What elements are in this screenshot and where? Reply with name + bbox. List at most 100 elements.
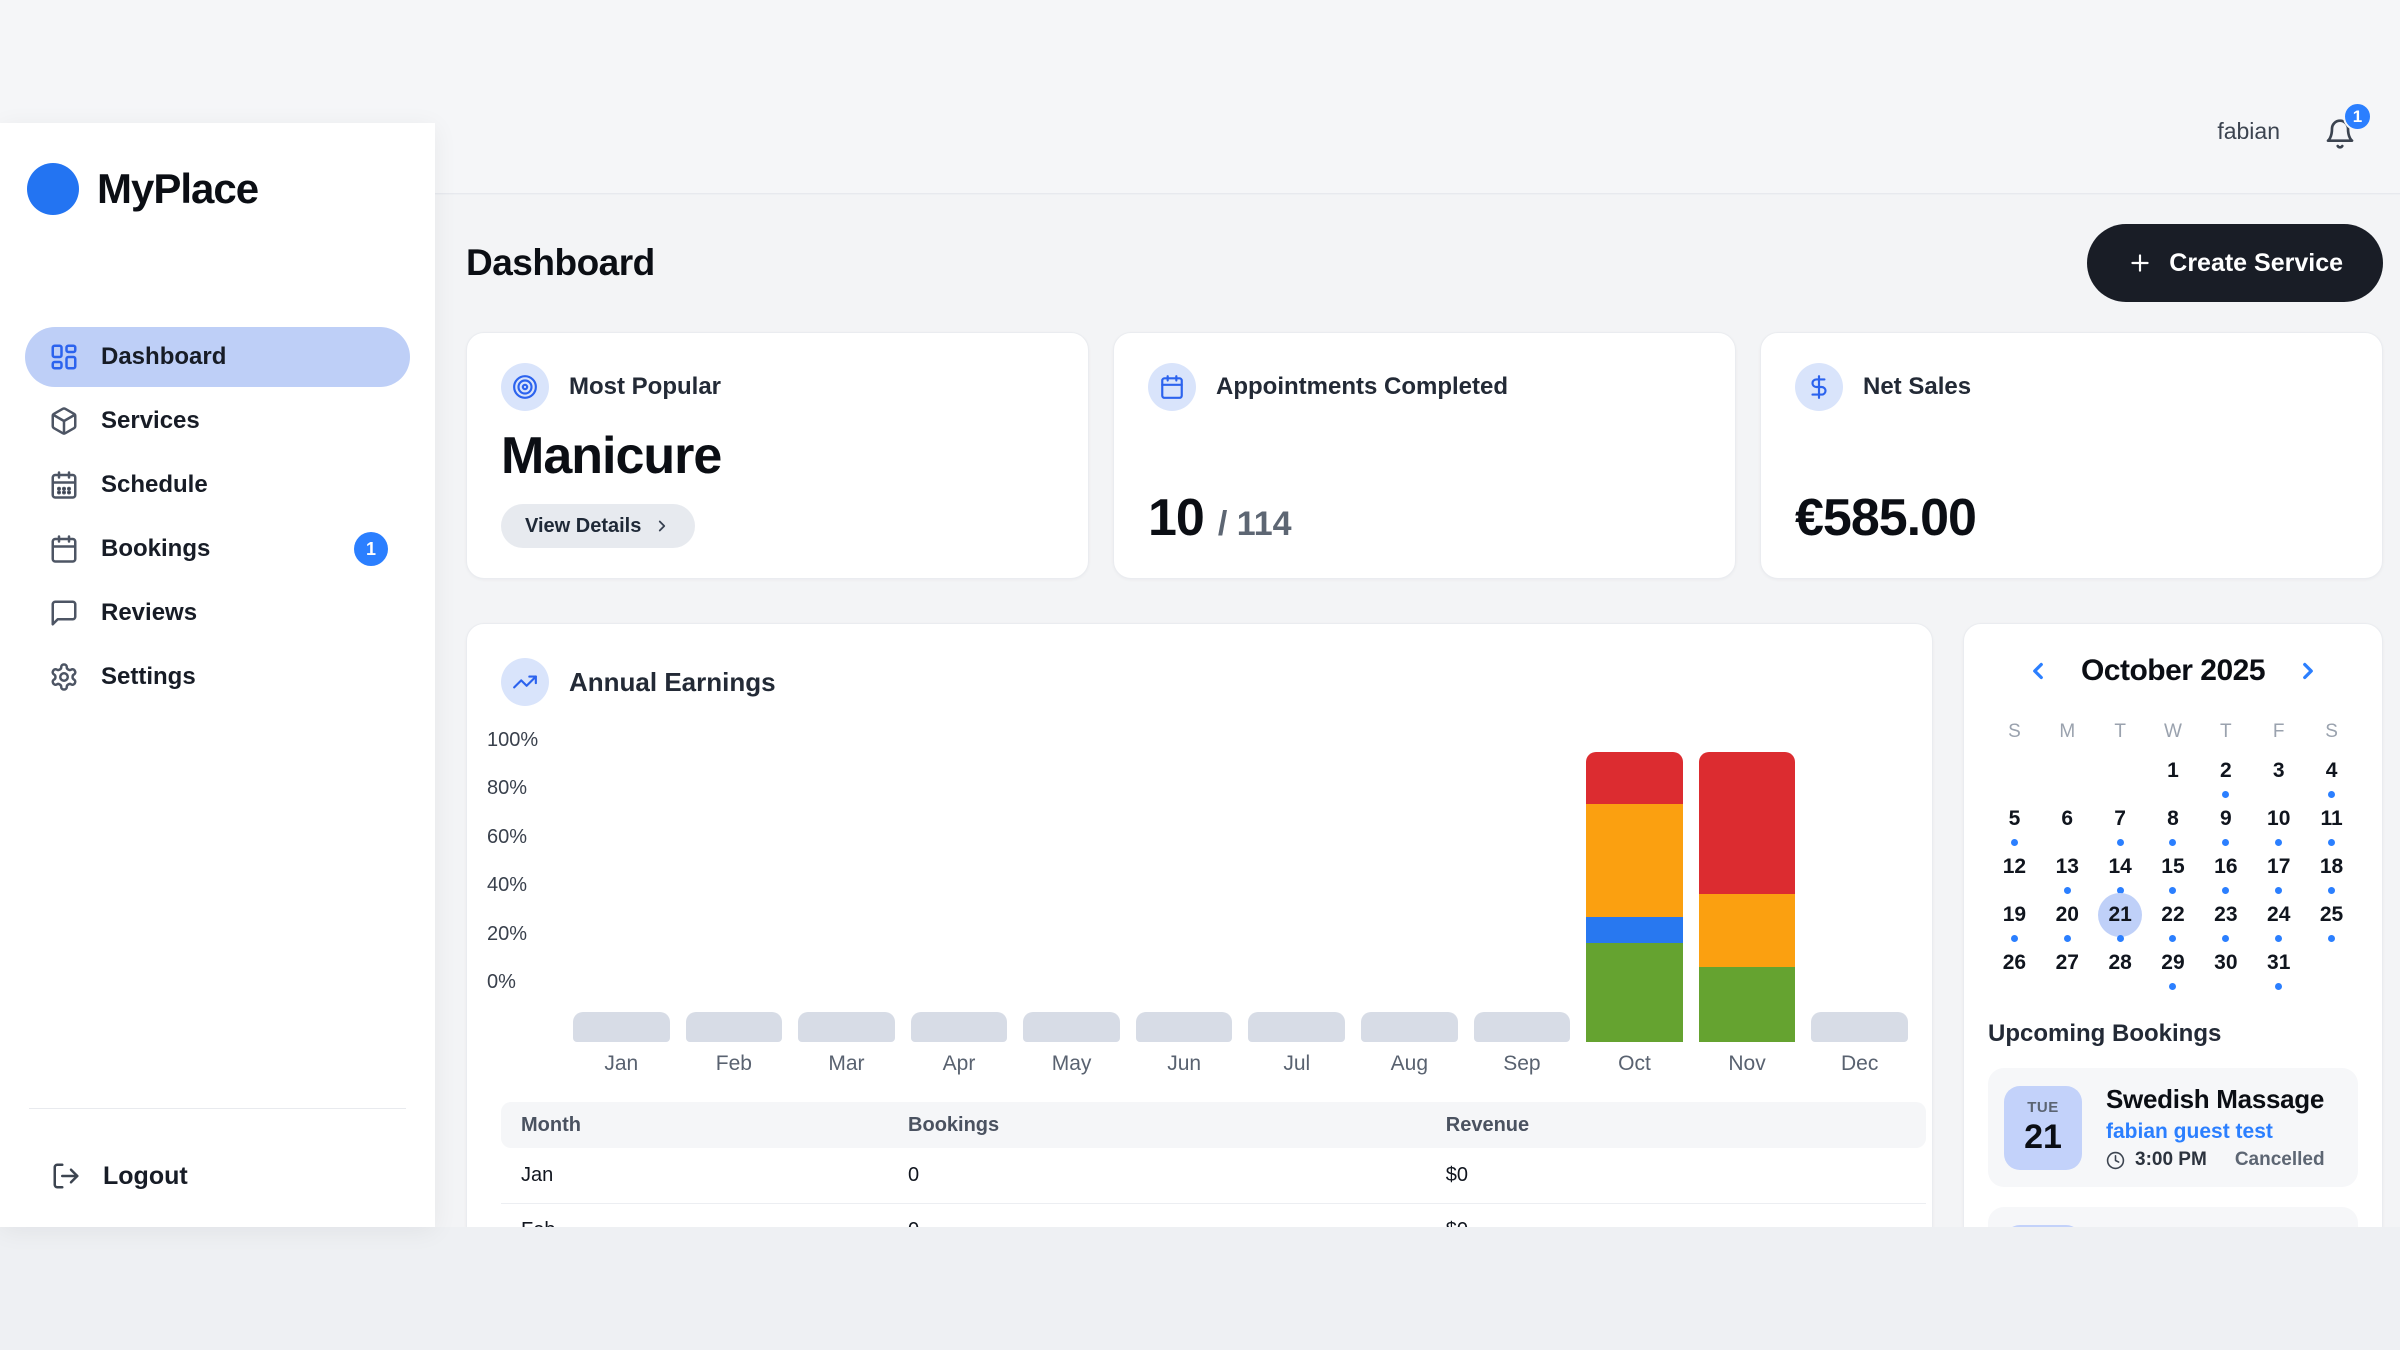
calendar-day-29[interactable]: 29 <box>2147 946 2200 992</box>
calendar-day-number: 12 <box>2002 855 2027 878</box>
sidebar-item-reviews[interactable]: Reviews <box>25 583 410 643</box>
booking-customer-link[interactable]: fabian guest test <box>2106 1120 2273 1143</box>
reviews-icon <box>49 598 79 628</box>
calendar-day-19[interactable]: 19 <box>1988 898 2041 944</box>
calendar-icon <box>1148 363 1196 411</box>
calendar-day-26[interactable]: 26 <box>1988 946 2041 992</box>
chart-bars <box>573 730 1914 1042</box>
calendar-event-dot <box>2169 887 2177 894</box>
appointments-card: Appointments Completed 10 / 114 <box>1113 332 1736 579</box>
calendar-event-dot <box>2275 839 2283 846</box>
calendar-day-2[interactable]: 2 <box>2199 754 2252 800</box>
calendar-day-1[interactable]: 1 <box>2147 754 2200 800</box>
calendar-day-31[interactable]: 31 <box>2252 946 2305 992</box>
booking-item: TUE 21 Swedish Massage fabian guest test 3:0… <box>1988 1068 2358 1187</box>
calendar-day-18[interactable]: 18 <box>2305 850 2358 896</box>
calendar-day-25[interactable]: 25 <box>2305 898 2358 944</box>
calendar-event-dot <box>2328 839 2336 846</box>
most-popular-value-row: Manicure <box>501 426 1054 486</box>
calendar-day-8[interactable]: 8 <box>2147 802 2200 848</box>
logout-icon <box>53 1163 79 1189</box>
calendar-day-10[interactable]: 10 <box>2252 802 2305 848</box>
booking-info: Swedish Massage fabian guest test 3:00 PM C… <box>2106 1084 2325 1171</box>
logout-label: Logout <box>103 1161 188 1190</box>
calendar-day-13[interactable]: 13 <box>2041 850 2094 896</box>
calendar-next-button[interactable] <box>2291 654 2325 688</box>
calendar-day-4[interactable]: 4 <box>2305 754 2358 800</box>
chart-bar-column <box>1473 730 1571 1042</box>
sidebar-item-settings[interactable]: Settings <box>25 647 410 707</box>
username: fabian <box>2217 118 2280 144</box>
logo-circle-icon <box>27 163 79 215</box>
sidebar-bottom: Logout <box>25 1108 410 1191</box>
calendar-day-21[interactable]: 21 <box>2094 893 2147 944</box>
notifications-button[interactable]: 1 <box>2324 102 2372 154</box>
calendar-day-7[interactable]: 7 <box>2094 802 2147 848</box>
calendar-day-12[interactable]: 12 <box>1988 850 2041 896</box>
chart-head: Annual Earnings <box>487 658 1914 706</box>
calendar-day-20[interactable]: 20 <box>2041 898 2094 944</box>
calendar-day-6[interactable]: 6 <box>2041 802 2094 848</box>
chart-zone: 100% 80% 60% 40% 20% 0% Jan Feb Mar Apr May Jun Jul… <box>487 730 1914 1076</box>
calendar-day-30[interactable]: 30 <box>2199 946 2252 992</box>
calendar-blank-cell <box>2041 754 2094 800</box>
calendar-day-14[interactable]: 14 <box>2094 850 2147 896</box>
appointments-value-row: 10 / 114 <box>1148 488 1701 548</box>
create-service-button[interactable]: Create Service <box>2087 224 2383 302</box>
clock-icon <box>2106 1151 2125 1169</box>
calendar-day-number: 11 <box>2320 807 2343 830</box>
services-icon <box>49 406 79 436</box>
calendar-event-dot <box>2010 839 2018 846</box>
chart-y-axis: 100% 80% 60% 40% 20% 0% <box>487 730 573 1042</box>
x-axis-label: Aug <box>1390 1052 1429 1075</box>
most-popular-value: Manicure <box>501 427 722 485</box>
calendar-event-dot <box>2169 839 2177 846</box>
dashboard-icon <box>49 342 79 372</box>
empty-bar-stub <box>910 1012 1008 1042</box>
calendar-day-22[interactable]: 22 <box>2147 898 2200 944</box>
sidebar: MyPlace Dashboard Services Schedule Booking… <box>0 123 435 1227</box>
bar-segment-green-segment <box>1698 966 1796 1042</box>
calendar-day-3[interactable]: 3 <box>2252 754 2305 800</box>
calendar-day-16[interactable]: 16 <box>2199 850 2252 896</box>
trending-up-icon <box>501 658 549 706</box>
most-popular-title: Most Popular <box>569 373 722 400</box>
calendar-day-23[interactable]: 23 <box>2199 898 2252 944</box>
earnings-table-header-row: Month Bookings Revenue <box>501 1102 1926 1148</box>
annual-earnings-card: Annual Earnings 100% 80% 60% 40% 20% 0% Jan Fe… <box>466 623 1933 1227</box>
chevron-left-icon <box>2033 662 2043 680</box>
table-cell: Jan <box>501 1148 889 1204</box>
calendar-event-dot <box>2222 887 2230 894</box>
sidebar-item-services[interactable]: Services <box>25 391 410 451</box>
calendar-day-number: 4 <box>2325 759 2338 782</box>
dashboard-icon <box>51 344 77 370</box>
empty-bar-stub <box>1135 1012 1233 1042</box>
table-cell: 0 <box>888 1203 1426 1227</box>
table-header-cell: Revenue <box>1425 1102 1926 1148</box>
x-axis-label: Apr <box>942 1052 976 1075</box>
calendar-day-17[interactable]: 17 <box>2252 850 2305 896</box>
sidebar-item-bookings[interactable]: Bookings 1 <box>25 519 410 579</box>
sidebar-divider <box>29 1108 406 1109</box>
sidebar-nav: Dashboard Services Schedule Bookings 1 Review… <box>25 327 410 707</box>
view-details-button[interactable]: View Details <box>501 504 696 548</box>
logout-button[interactable]: Logout <box>25 1161 410 1191</box>
calendar-day-number: 10 <box>2267 807 2291 830</box>
schedule-icon <box>51 471 77 499</box>
sidebar-item-dashboard[interactable]: Dashboard <box>25 327 410 387</box>
empty-bar-stub <box>1248 1012 1346 1042</box>
calendar-day-24[interactable]: 24 <box>2252 898 2305 944</box>
calendar-weekday-label: F <box>2272 721 2285 742</box>
calendar-day-number: 29 <box>2161 951 2185 974</box>
calendar-day-9[interactable]: 9 <box>2199 802 2252 848</box>
calendar-day-27[interactable]: 27 <box>2041 946 2094 992</box>
calendar-day-11[interactable]: 11 <box>2305 802 2358 848</box>
calendar-prev-button[interactable] <box>2021 654 2055 688</box>
calendar-day-15[interactable]: 15 <box>2147 850 2200 896</box>
sidebar-item-schedule[interactable]: Schedule <box>25 455 410 515</box>
calendar-day-5[interactable]: 5 <box>1988 802 2041 848</box>
calendar-day-number: 13 <box>2055 855 2079 878</box>
calendar-day-28[interactable]: 28 <box>2094 946 2147 992</box>
most-popular-card: Most Popular Manicure View Details <box>466 332 1089 579</box>
calendar-day-number: 31 <box>2267 951 2291 974</box>
